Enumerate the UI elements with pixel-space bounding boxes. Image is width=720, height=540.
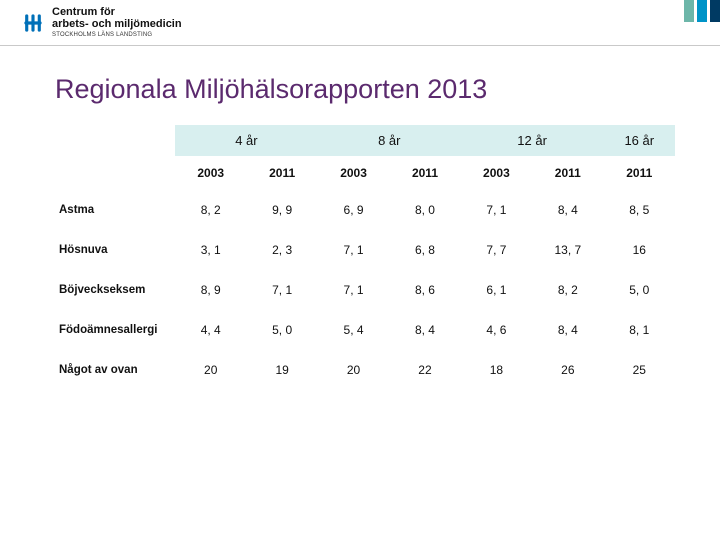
logo-subline: STOCKHOLMS LÄNS LANDSTING (52, 32, 182, 39)
logo: Centrum för arbets- och miljömedicin STO… (22, 6, 182, 39)
table-cell: 8, 4 (389, 310, 460, 350)
table-header-ages: 4 år8 år12 år16 år (55, 125, 675, 156)
table-row: Astma8, 29, 96, 98, 07, 18, 48, 5 (55, 190, 675, 230)
table-row-label: Födoämnesallergi (55, 310, 175, 350)
top-bar: Centrum för arbets- och miljömedicin STO… (0, 0, 720, 46)
table-cell: 7, 7 (461, 230, 532, 270)
table-header-age: 4 år (175, 125, 318, 156)
table-row: Något av ovan20192022182625 (55, 350, 675, 390)
table-cell: 13, 7 (532, 230, 603, 270)
table-header-year: 2003 (175, 156, 246, 190)
table-cell: 9, 9 (246, 190, 317, 230)
table-header-age: 12 år (461, 125, 604, 156)
table-header-year: 2011 (604, 156, 675, 190)
table-row-label: Astma (55, 190, 175, 230)
logo-line1: Centrum för (52, 6, 182, 18)
table-cell: 8, 4 (532, 310, 603, 350)
table-cell: 18 (461, 350, 532, 390)
table-header-years: 2003201120032011200320112011 (55, 156, 675, 190)
table-cell: 8, 1 (604, 310, 675, 350)
table-cell: 5, 4 (318, 310, 389, 350)
table-header-year: 2011 (246, 156, 317, 190)
table-cell: 8, 0 (389, 190, 460, 230)
data-table-container: 4 år8 år12 år16 år 200320112003201120032… (0, 125, 720, 390)
table-body: Astma8, 29, 96, 98, 07, 18, 48, 5Hösnuva… (55, 190, 675, 390)
table-cell: 2, 3 (246, 230, 317, 270)
table-cell: 20 (318, 350, 389, 390)
corner-tile (697, 0, 707, 22)
table-row-label: Hösnuva (55, 230, 175, 270)
table-cell: 7, 1 (246, 270, 317, 310)
logo-text: Centrum för arbets- och miljömedicin STO… (52, 6, 182, 39)
table-cell: 26 (532, 350, 603, 390)
table-header-blank (55, 156, 175, 190)
table-row-label: Något av ovan (55, 350, 175, 390)
table-cell: 4, 6 (461, 310, 532, 350)
table-row: Böjveckseksem8, 97, 17, 18, 66, 18, 25, … (55, 270, 675, 310)
corner-tile (684, 0, 694, 22)
table-row-label: Böjveckseksem (55, 270, 175, 310)
table-cell: 5, 0 (246, 310, 317, 350)
table-header-age: 16 år (604, 125, 675, 156)
table-cell: 8, 5 (604, 190, 675, 230)
table-cell: 3, 1 (175, 230, 246, 270)
table-cell: 20 (175, 350, 246, 390)
table-cell: 25 (604, 350, 675, 390)
data-table: 4 år8 år12 år16 år 200320112003201120032… (55, 125, 675, 390)
logo-line2: arbets- och miljömedicin (52, 18, 182, 30)
corner-decoration (684, 0, 720, 22)
table-cell: 19 (246, 350, 317, 390)
table-header-blank (55, 125, 175, 156)
table-cell: 7, 1 (318, 270, 389, 310)
table-cell: 8, 9 (175, 270, 246, 310)
table-cell: 8, 6 (389, 270, 460, 310)
table-cell: 5, 0 (604, 270, 675, 310)
table-cell: 6, 8 (389, 230, 460, 270)
table-row: Hösnuva3, 12, 37, 16, 87, 713, 716 (55, 230, 675, 270)
table-cell: 7, 1 (318, 230, 389, 270)
table-cell: 8, 4 (532, 190, 603, 230)
table-cell: 7, 1 (461, 190, 532, 230)
corner-tile (710, 0, 720, 22)
table-cell: 8, 2 (532, 270, 603, 310)
table-header-year: 2003 (461, 156, 532, 190)
table-row: Födoämnesallergi4, 45, 05, 48, 44, 68, 4… (55, 310, 675, 350)
table-header-year: 2003 (318, 156, 389, 190)
logo-mark-icon (22, 12, 44, 34)
table-cell: 6, 9 (318, 190, 389, 230)
table-header-year: 2011 (532, 156, 603, 190)
page-title: Regionala Miljöhälsorapporten 2013 (0, 46, 720, 125)
table-cell: 22 (389, 350, 460, 390)
table-cell: 6, 1 (461, 270, 532, 310)
table-cell: 8, 2 (175, 190, 246, 230)
table-header-year: 2011 (389, 156, 460, 190)
table-cell: 16 (604, 230, 675, 270)
table-cell: 4, 4 (175, 310, 246, 350)
table-header-age: 8 år (318, 125, 461, 156)
